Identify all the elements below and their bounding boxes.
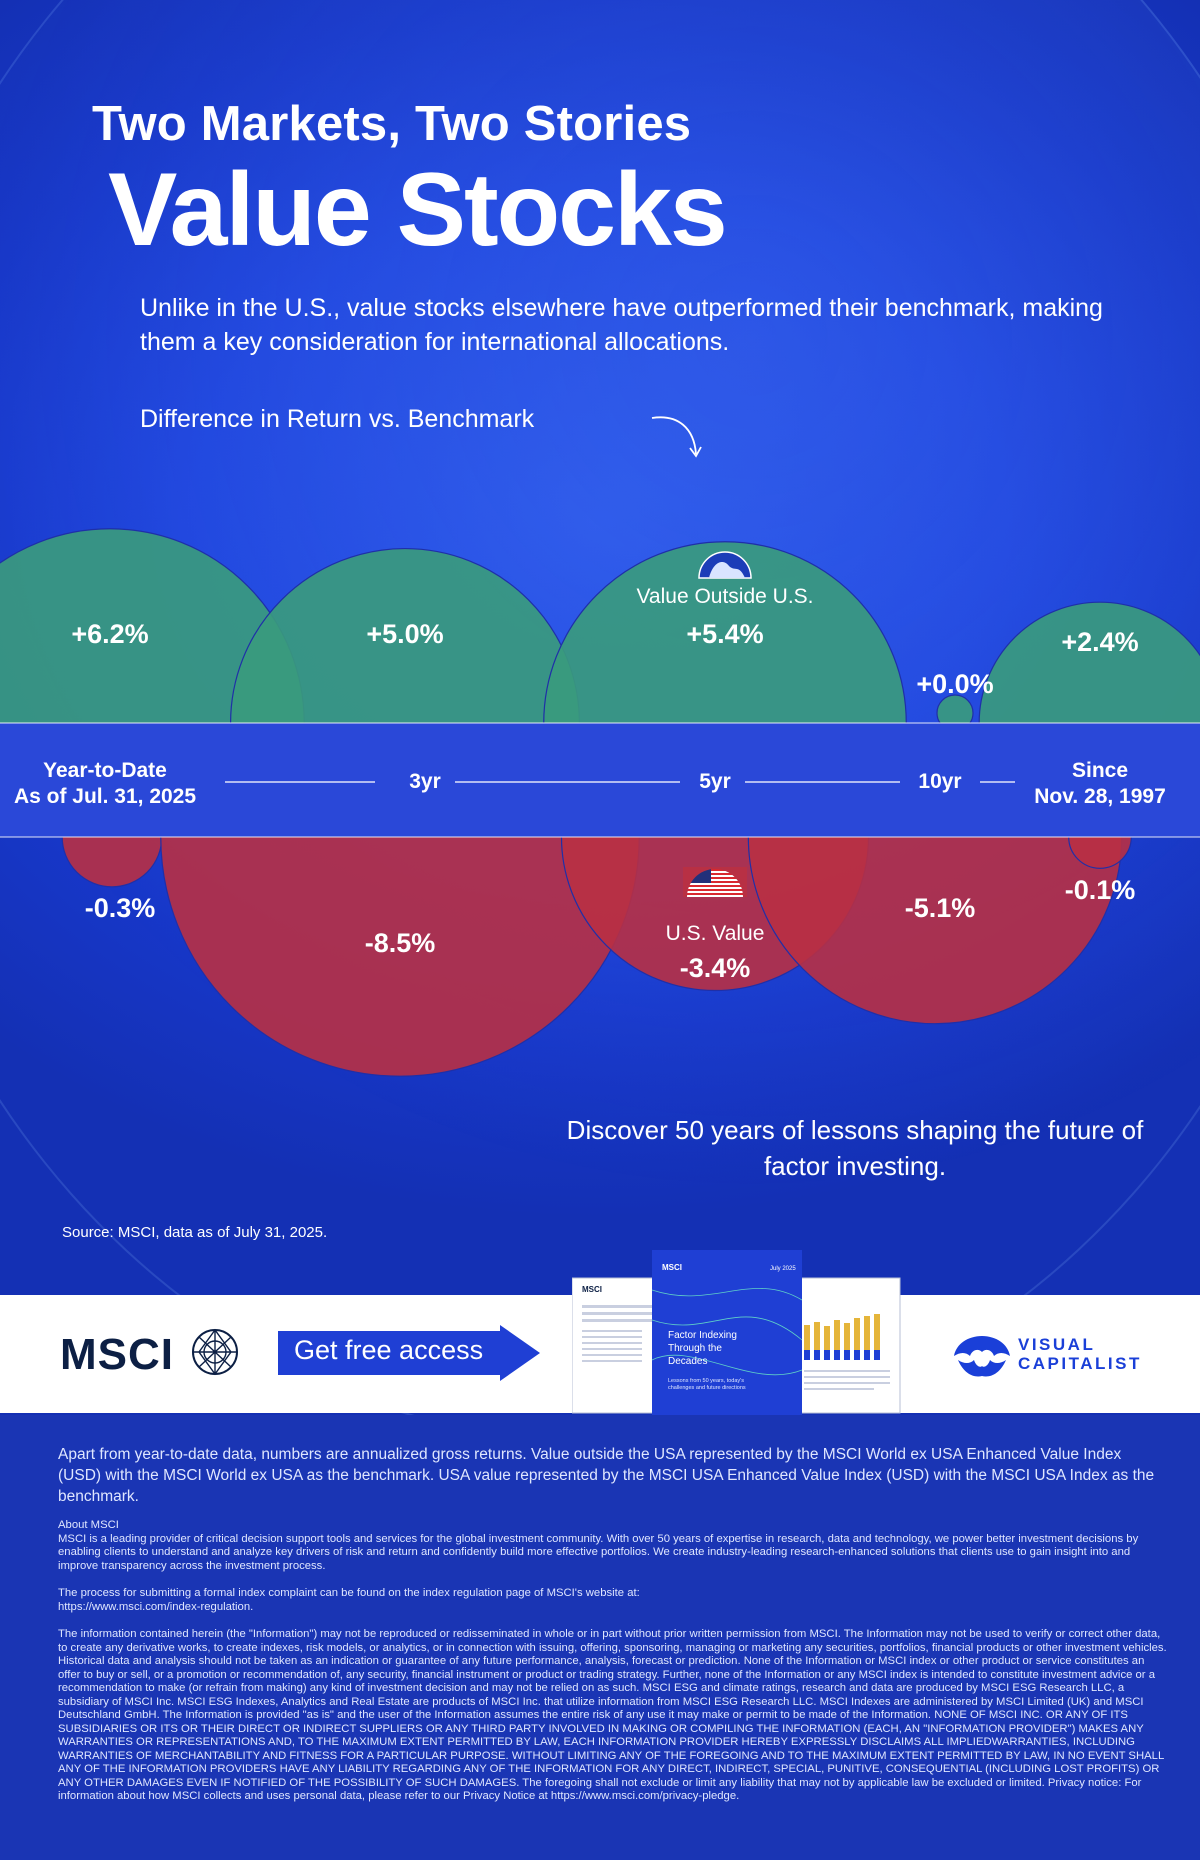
us-value-bubble bbox=[160, 837, 640, 1077]
about-text: MSCI is a leading provider of critical d… bbox=[58, 1532, 1139, 1572]
outside-us-bubble bbox=[0, 528, 305, 723]
outside-us-bubble bbox=[936, 694, 974, 723]
category-label: 3yr bbox=[409, 770, 441, 793]
disclaimer-text: The information contained herein (the "I… bbox=[58, 1628, 1167, 1802]
series-markers bbox=[683, 551, 752, 897]
vc-logo-line1: VISUAL bbox=[1018, 1335, 1096, 1354]
visual-capitalist-logo-icon bbox=[954, 1336, 1010, 1377]
us-value-bubble bbox=[747, 837, 1123, 1025]
series-name-outside-us: Value Outside U.S. bbox=[636, 585, 813, 608]
report-subtitle-line2: challenges and future directions bbox=[668, 1385, 746, 1391]
outside-us-bubble bbox=[978, 601, 1200, 723]
us-value-value-label: -0.1% bbox=[1065, 875, 1136, 905]
us-value-value-label: -5.1% bbox=[905, 893, 976, 923]
category-label: Year-to-Date bbox=[43, 759, 167, 782]
vc-logo-line2: CAPITALIST bbox=[1018, 1354, 1142, 1373]
complaint-text: The process for submitting a formal inde… bbox=[58, 1587, 640, 1599]
category-label: 5yr bbox=[699, 770, 731, 793]
outside-us-value-label: +5.0% bbox=[366, 619, 443, 649]
report-subtitle-line1: Lessons from 50 years, today's bbox=[668, 1378, 744, 1384]
fine-print: About MSCI MSCI is a leading provider of… bbox=[58, 1519, 1168, 1818]
category-label-line2: As of Jul. 31, 2025 bbox=[14, 785, 196, 808]
outside-us-bubble bbox=[543, 541, 907, 723]
discover-text: Discover 50 years of lessons shaping the… bbox=[566, 1115, 1144, 1181]
svg-text:MSCI: MSCI bbox=[582, 1285, 602, 1294]
report-title-line3: Decades bbox=[668, 1356, 707, 1367]
value-labels: +6.2% +5.0% +5.4% +0.0% +2.4% -0.3% -8.5% -3.4%… bbox=[71, 585, 1138, 983]
about-title: About MSCI bbox=[58, 1519, 119, 1531]
category-axis: Year-to-Date As of Jul. 31, 2025 3yr 5yr 10y… bbox=[14, 759, 1166, 808]
get-access-button-label[interactable]: Get free access bbox=[294, 1335, 484, 1365]
page-title: Value Stocks bbox=[108, 152, 728, 268]
chart-title: Difference in Return vs. Benchmark bbox=[140, 405, 535, 433]
series-name-us-value: U.S. Value bbox=[666, 922, 765, 945]
visual-capitalist-logo-text[interactable]: VISUAL CAPITALIST bbox=[1018, 1335, 1142, 1373]
outside-us-value-label: +6.2% bbox=[71, 619, 148, 649]
bubble-chart: Year-to-Date As of Jul. 31, 2025 3yr 5yr 10y… bbox=[0, 528, 1200, 1077]
outside-us-value-label: +2.4% bbox=[1061, 627, 1138, 657]
msci-logo[interactable]: MSCI bbox=[60, 1330, 174, 1379]
category-label: 10yr bbox=[918, 770, 961, 793]
page-subtitle: Two Markets, Two Stories bbox=[92, 97, 692, 151]
source-note: Source: MSCI, data as of July 31, 2025. bbox=[62, 1224, 328, 1241]
report-title-line2: Through the bbox=[668, 1343, 722, 1354]
us-value-bubble bbox=[61, 837, 163, 888]
footer bbox=[0, 1415, 1200, 1860]
category-label-line2: Nov. 28, 1997 bbox=[1034, 785, 1166, 808]
curved-arrow-icon bbox=[651, 416, 702, 458]
intro-text: Unlike in the U.S., value stocks elsewhe… bbox=[140, 294, 1103, 356]
us-value-value-label: -0.3% bbox=[85, 893, 156, 923]
complaint-link[interactable]: https://www.msci.com/index-regulation. bbox=[58, 1600, 254, 1613]
us-value-bubbles bbox=[61, 837, 1132, 1077]
report-brand: MSCI bbox=[662, 1263, 682, 1272]
category-label: Since bbox=[1072, 759, 1128, 782]
us-flag-icon bbox=[683, 867, 747, 897]
globe-icon bbox=[698, 551, 752, 579]
msci-globe-icon bbox=[192, 1328, 238, 1376]
outside-us-bubbles bbox=[0, 528, 1200, 723]
report-title-line1: Factor Indexing bbox=[668, 1330, 737, 1341]
report-preview[interactable]: MSCI MSCI July 2025 Factor Indexing Thro… bbox=[572, 1250, 902, 1415]
svg-text:Factor Indexing Through: Factor Indexing Through the Decades bbox=[668, 1330, 740, 1367]
methodology-notes: Apart from year-to-date data, numbers ar… bbox=[58, 1446, 1155, 1505]
outside-us-value-label: +0.0% bbox=[916, 669, 993, 699]
svg-text:Lessons from 50 years, today's: Lessons from 50 years, today's challenge… bbox=[668, 1378, 746, 1391]
report-date: July 2025 bbox=[770, 1266, 796, 1272]
get-access-button[interactable] bbox=[278, 1325, 542, 1381]
us-value-value-label: -3.4% bbox=[680, 953, 751, 983]
us-value-value-label: -8.5% bbox=[365, 928, 436, 958]
axis-band bbox=[0, 723, 1200, 837]
outside-us-value-label: +5.4% bbox=[686, 619, 763, 649]
outside-us-bubble bbox=[230, 548, 580, 723]
